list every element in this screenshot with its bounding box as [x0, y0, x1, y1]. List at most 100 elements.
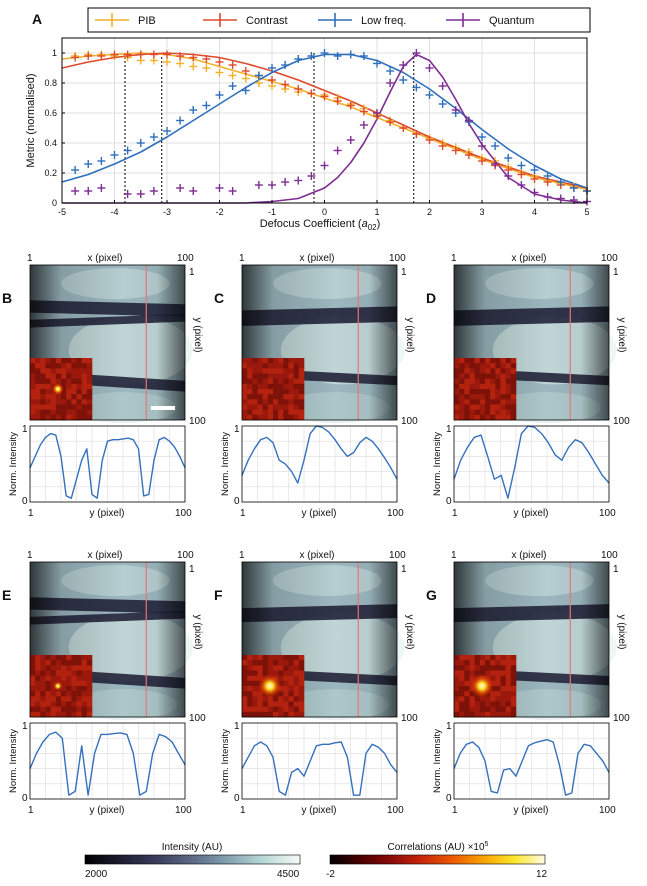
- x-tick-label: 5: [584, 207, 589, 217]
- correlation-pixel: [66, 670, 72, 676]
- correlation-inset: [454, 358, 517, 421]
- correlation-pixel: [505, 358, 512, 364]
- correlation-pixel: [500, 696, 506, 702]
- image-x-max-label: 100: [389, 253, 406, 264]
- correlation-pixel: [262, 394, 269, 400]
- correlation-pixel: [298, 680, 305, 687]
- correlation-pixel: [485, 404, 491, 410]
- correlation-pixel: [485, 711, 491, 718]
- marker-point: [176, 116, 185, 125]
- correlation-pixel: [242, 680, 248, 687]
- correlation-pixel: [81, 383, 88, 390]
- correlation-pixel: [35, 691, 41, 697]
- correlation-pixel: [500, 394, 506, 400]
- correlation-pixel: [242, 378, 248, 385]
- marker-point: [163, 58, 171, 66]
- correlation-pixel: [252, 675, 258, 682]
- correlation-pixel: [490, 358, 496, 364]
- correlation-pixel: [35, 368, 41, 374]
- correlation-pixel: [459, 701, 465, 707]
- correlation-pixel: [267, 378, 274, 385]
- correlation-pixel: [490, 383, 496, 390]
- correlation-pixel: [247, 691, 253, 697]
- correlation-pixel: [55, 711, 62, 718]
- correlation-pixel: [288, 665, 294, 671]
- correlation-pixel: [262, 399, 269, 405]
- correlation-pixel: [76, 711, 82, 718]
- marker-point: [320, 49, 329, 57]
- correlation-pixel: [288, 711, 294, 718]
- profile-y-max-label: 1: [22, 424, 28, 435]
- marker-point: [176, 184, 185, 192]
- correlation-pixel: [35, 701, 41, 707]
- correlation-pixel: [61, 655, 67, 661]
- profile-frame: [241, 722, 398, 800]
- correlation-pixel: [247, 680, 253, 687]
- correlation-pixel: [55, 358, 62, 364]
- correlation-pixel: [55, 665, 62, 671]
- panel-label: C: [214, 290, 224, 306]
- correlation-pixel: [510, 706, 517, 713]
- marker-point: [228, 61, 237, 69]
- marker-point: [202, 55, 211, 63]
- correlation-pixel: [86, 404, 93, 410]
- correlation-pixel: [40, 378, 46, 385]
- correlation-pixel: [76, 383, 82, 390]
- marker-point: [543, 172, 552, 180]
- correlation-pixel: [293, 670, 300, 676]
- correlation-pixel: [247, 378, 253, 385]
- correlation-pixel: [454, 358, 460, 364]
- correlation-pixel: [252, 373, 258, 379]
- correlation-pixel: [510, 404, 517, 410]
- correlation-pixel: [454, 404, 460, 410]
- correlation-pixel: [40, 389, 46, 395]
- marker-point: [202, 64, 211, 72]
- marker-point: [228, 82, 237, 90]
- marker-point: [294, 176, 303, 185]
- correlation-pixel: [252, 665, 258, 671]
- correlation-pixel: [71, 399, 77, 405]
- correlation-pixel: [474, 363, 481, 369]
- correlation-pixel: [454, 675, 460, 682]
- correlation-pixel: [510, 691, 517, 697]
- image-x-axis-label: x (pixel): [512, 550, 547, 561]
- correlation-pixel: [283, 409, 289, 416]
- image-y-max-label: 100: [613, 416, 630, 427]
- image-x-max-label: 100: [177, 253, 194, 264]
- correlation-pixel: [288, 691, 294, 697]
- correlation-pixel: [66, 373, 72, 379]
- profile-line-series: [241, 741, 398, 796]
- correlation-pixel: [278, 414, 284, 421]
- correlation-pixel: [273, 368, 279, 374]
- correlation-pixel: [298, 696, 305, 702]
- correlation-pixel: [474, 670, 481, 676]
- correlation-pixel: [247, 706, 253, 713]
- correlation-pixel: [298, 670, 305, 676]
- marker-point: [412, 130, 421, 138]
- correlation-pixel: [45, 399, 51, 405]
- correlation-inset: [454, 655, 517, 718]
- correlation-pixel: [76, 691, 82, 697]
- correlation-pixel: [242, 655, 248, 661]
- correlation-pixel: [485, 414, 491, 421]
- colorbar-title: Intensity (AU): [162, 842, 223, 853]
- marker-point: [136, 50, 145, 59]
- correlation-pixel: [278, 711, 284, 718]
- correlation-pixel: [35, 670, 41, 676]
- marker-point: [569, 184, 578, 192]
- correlation-pixel: [505, 414, 512, 421]
- image-x-max-label: 100: [389, 550, 406, 561]
- correlation-pixel: [71, 404, 77, 410]
- correlation-pixel: [50, 655, 57, 661]
- correlation-pixel: [298, 404, 305, 410]
- correlation-pixel: [40, 358, 46, 364]
- correlation-pixel: [30, 675, 36, 682]
- correlation-pixel: [288, 368, 294, 374]
- correlation-pixel: [247, 660, 253, 666]
- correlation-inset: [30, 655, 93, 718]
- correlation-pixel: [76, 665, 82, 671]
- correlation-pixel: [81, 711, 88, 718]
